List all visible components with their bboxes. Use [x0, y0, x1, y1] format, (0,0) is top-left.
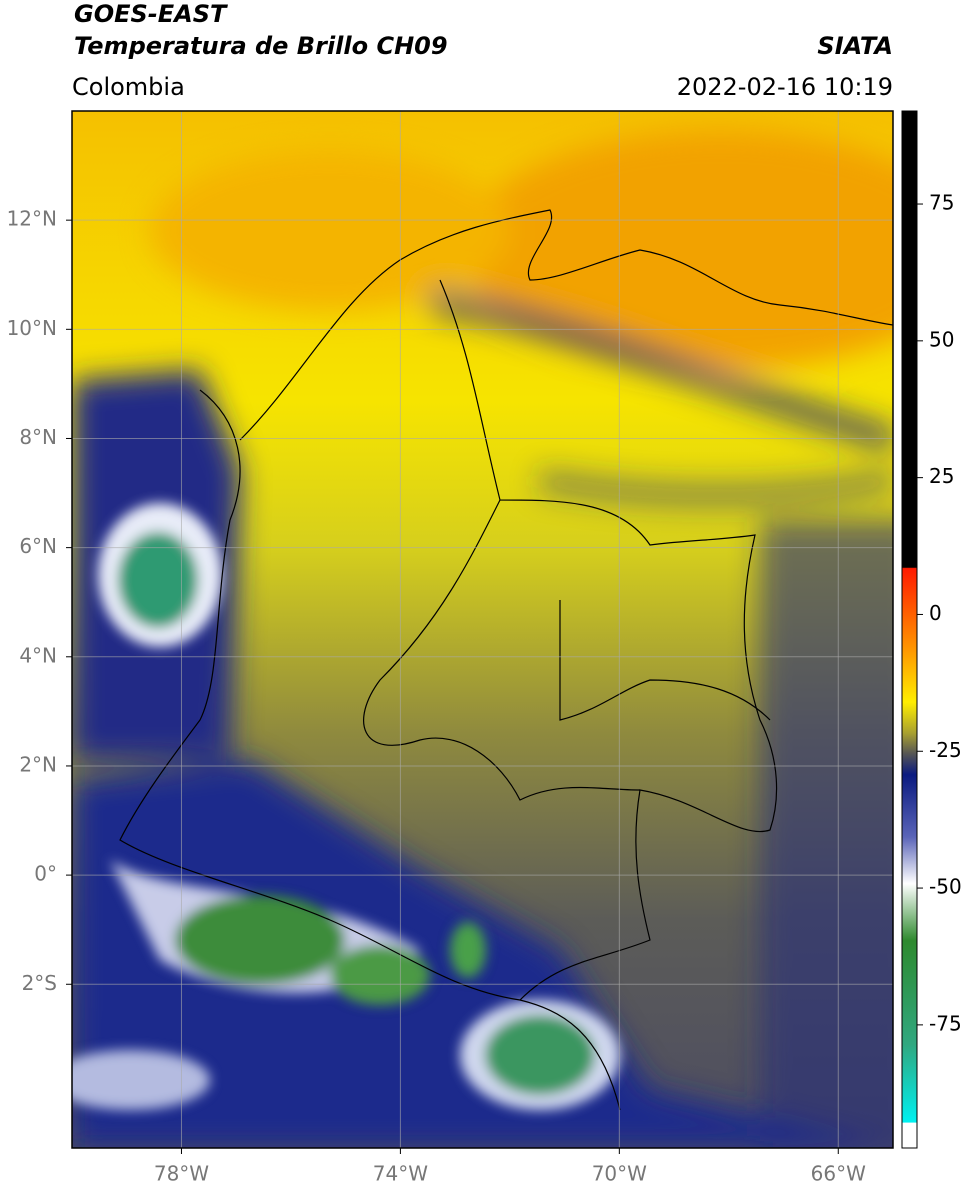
colorbar-tick-label: 75 — [929, 191, 954, 215]
source: SIATA — [817, 32, 893, 60]
lat-tick-label: 2°N — [19, 752, 57, 776]
lat-tick-label: 0° — [34, 862, 57, 886]
colorbar-tick-label: 0 — [929, 601, 942, 625]
lat-tick-label: 4°N — [19, 643, 57, 667]
colorbar-tick-label: 25 — [929, 464, 954, 488]
region: Colombia — [72, 73, 185, 101]
colorbar-tick-label: 50 — [929, 327, 954, 351]
colorbar — [901, 110, 918, 1149]
colorbar-tick-label: -25 — [929, 738, 962, 762]
colorbar-tick-label: -50 — [929, 875, 962, 899]
lat-tick-label: 10°N — [7, 316, 57, 340]
lat-tick-label: 8°N — [19, 425, 57, 449]
lat-tick-label: 2°S — [22, 971, 57, 995]
satellite-image — [72, 111, 893, 1148]
colorbar-tick-label: -75 — [929, 1011, 962, 1035]
lon-tick-label: 74°W — [373, 1162, 428, 1186]
map-frame — [71, 110, 894, 1149]
lon-tick-label: 66°W — [811, 1162, 866, 1186]
coastlines — [119, 209, 893, 1111]
lat-tick-label: 6°N — [19, 534, 57, 558]
lat-tick-label: 12°N — [7, 207, 57, 231]
gridlines — [72, 111, 893, 1148]
lon-tick-label: 78°W — [154, 1162, 209, 1186]
title: GOES-EAST — [74, 0, 228, 28]
subtitle: Temperatura de Brillo CH09 — [74, 32, 448, 60]
datetime: 2022-02-16 10:19 — [677, 73, 893, 101]
lon-tick-label: 70°W — [592, 1162, 647, 1186]
